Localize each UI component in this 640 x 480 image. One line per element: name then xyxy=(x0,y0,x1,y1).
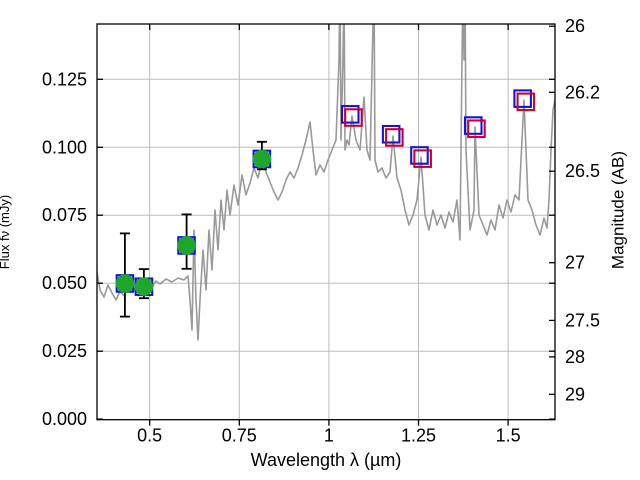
svg-text:0.075: 0.075 xyxy=(42,205,87,225)
svg-text:Flux fν (mJy): Flux fν (mJy) xyxy=(0,195,12,269)
svg-text:29: 29 xyxy=(565,384,585,404)
svg-text:27: 27 xyxy=(565,253,585,273)
svg-text:0.125: 0.125 xyxy=(42,69,87,89)
svg-text:0.5: 0.5 xyxy=(137,426,162,446)
svg-text:28: 28 xyxy=(565,347,585,367)
svg-text:0.050: 0.050 xyxy=(42,273,87,293)
svg-text:27.5: 27.5 xyxy=(565,310,600,330)
svg-text:0.75: 0.75 xyxy=(222,426,257,446)
svg-text:1: 1 xyxy=(324,426,334,446)
svg-text:26: 26 xyxy=(565,16,585,36)
svg-text:1.5: 1.5 xyxy=(496,426,521,446)
svg-text:26.2: 26.2 xyxy=(565,82,600,102)
svg-text:0.100: 0.100 xyxy=(42,137,87,157)
svg-text:0.025: 0.025 xyxy=(42,341,87,361)
svg-text:0.000: 0.000 xyxy=(42,409,87,429)
svg-text:26.5: 26.5 xyxy=(565,161,600,181)
svg-text:1.25: 1.25 xyxy=(401,426,436,446)
